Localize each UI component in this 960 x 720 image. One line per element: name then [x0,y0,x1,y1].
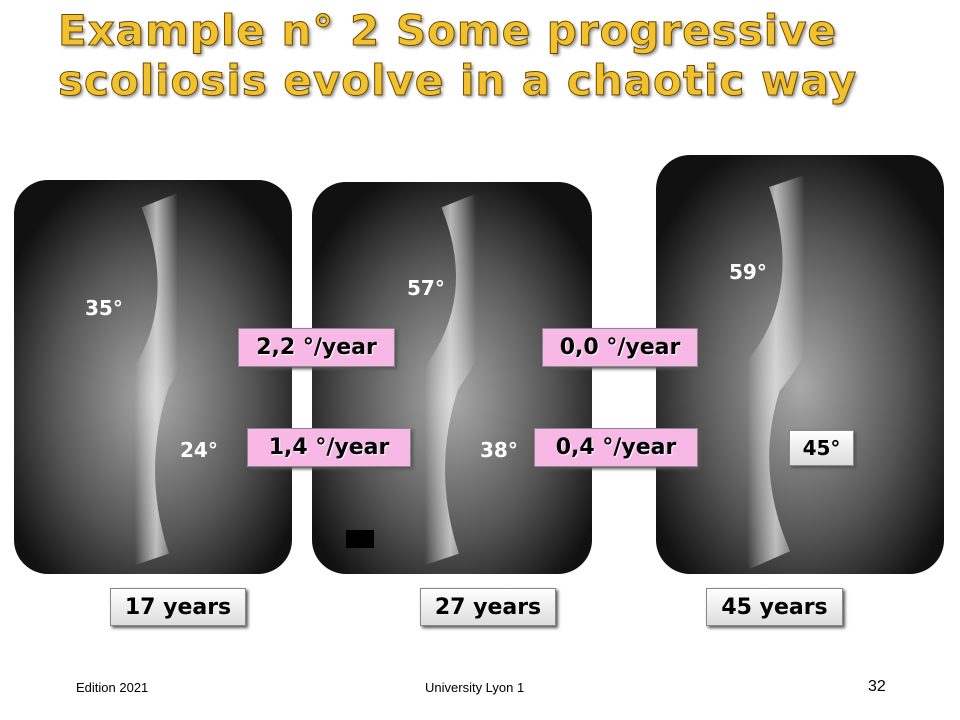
title: Example n° 2 Some progressive scoliosis … [57,6,858,106]
footer-institution: University Lyon 1 [425,680,525,695]
age-box: 17 years [110,588,246,626]
rate-box: 2,2 °/year [238,328,395,367]
spine [115,192,198,567]
age-box: 27 years [420,588,556,626]
angle-label: 57° [407,276,445,300]
angle-label: 45° [789,430,854,466]
page-number: 32 [868,678,886,695]
spine [405,192,496,567]
angle-label: 38° [480,438,518,462]
rate-box: 0,0 °/year [542,328,698,367]
rate-box: 1,4 °/year [247,428,411,467]
spine [725,173,827,569]
rate-box: 0,4 °/year [534,428,698,467]
title-line: scoliosis evolve in a chaotic way [57,56,858,106]
title-line: Example n° 2 Some progressive [57,6,837,56]
marker [346,530,374,548]
angle-label: 24° [180,438,218,462]
angle-label: 35° [85,296,123,320]
age-box: 45 years [706,588,843,626]
footer-edition: Edition 2021 [76,680,149,695]
angle-label: 59° [729,260,767,284]
